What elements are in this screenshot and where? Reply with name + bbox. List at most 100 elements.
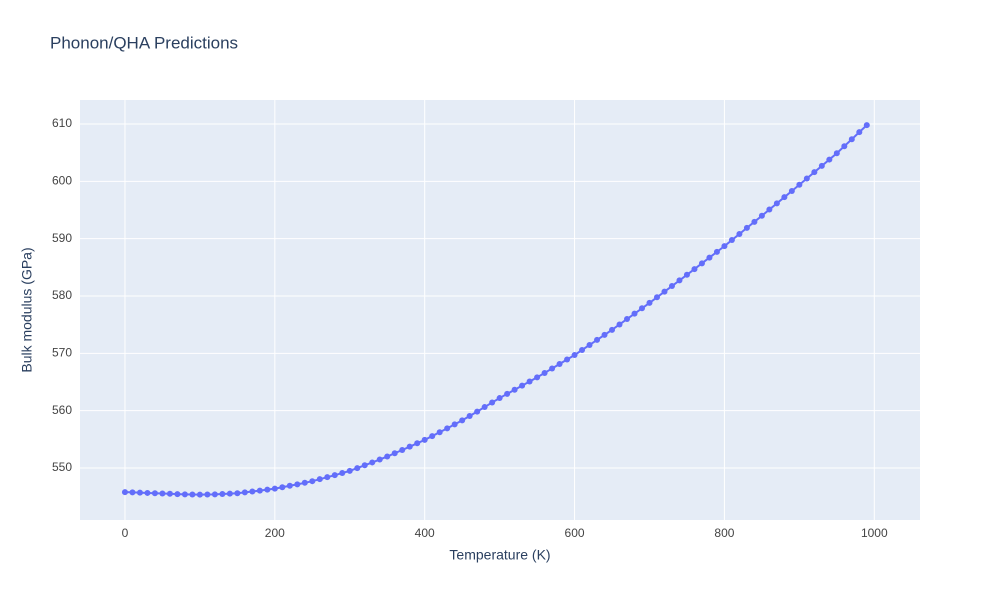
data-point — [534, 374, 541, 381]
data-point — [166, 490, 173, 497]
data-point — [316, 476, 323, 483]
data-point — [384, 453, 391, 460]
data-point — [676, 277, 683, 284]
data-point — [549, 365, 556, 372]
data-point — [661, 288, 668, 295]
y-tick-label: 580 — [52, 288, 72, 302]
y-tick-label: 600 — [52, 174, 72, 188]
data-point — [818, 162, 825, 169]
data-point — [144, 489, 151, 496]
data-point — [489, 399, 496, 406]
data-point — [346, 467, 353, 474]
data-point — [743, 224, 750, 231]
data-point — [638, 305, 645, 312]
data-point — [504, 390, 511, 397]
data-point — [833, 150, 840, 157]
data-point — [601, 331, 608, 338]
y-tick-label: 570 — [52, 346, 72, 360]
data-point — [391, 450, 398, 457]
x-tick-label: 400 — [415, 526, 435, 540]
y-tick-label: 560 — [52, 403, 72, 417]
data-point — [766, 206, 773, 213]
data-point — [421, 436, 428, 443]
data-point — [796, 181, 803, 188]
data-point — [264, 486, 271, 493]
data-point — [324, 474, 331, 481]
data-point — [668, 283, 675, 290]
data-point — [826, 156, 833, 163]
data-point — [129, 489, 136, 496]
data-point — [226, 490, 233, 497]
data-point — [159, 490, 166, 497]
data-point — [631, 310, 638, 317]
data-point — [196, 491, 203, 498]
data-line — [124, 124, 868, 496]
data-point — [271, 485, 278, 492]
data-point — [519, 382, 526, 389]
data-point — [444, 425, 451, 432]
data-point — [594, 336, 601, 343]
data-point — [136, 489, 143, 496]
data-point — [736, 230, 743, 237]
data-point — [376, 456, 383, 463]
data-point — [571, 352, 578, 359]
data-point — [691, 266, 698, 273]
data-point — [526, 378, 533, 385]
data-point — [121, 489, 128, 496]
data-point — [751, 218, 758, 225]
y-tick-label: 610 — [52, 116, 72, 130]
data-point — [863, 122, 870, 129]
x-axis-label: Temperature (K) — [449, 547, 550, 563]
data-point — [773, 200, 780, 207]
data-point — [624, 316, 631, 323]
data-point — [354, 465, 361, 472]
data-point — [781, 194, 788, 201]
data-point — [459, 417, 466, 424]
data-point — [698, 260, 705, 267]
data-point — [586, 341, 593, 348]
data-point — [496, 395, 503, 402]
data-point — [174, 491, 181, 498]
data-point — [856, 129, 863, 136]
data-point — [189, 491, 196, 498]
data-point — [151, 490, 158, 497]
data-point — [286, 482, 293, 489]
data-point — [211, 491, 218, 498]
x-tick-label: 200 — [265, 526, 285, 540]
data-point — [451, 421, 458, 428]
data-point — [256, 487, 263, 494]
data-point — [728, 237, 735, 244]
data-point — [713, 248, 720, 255]
data-point — [309, 478, 316, 485]
data-point — [616, 321, 623, 328]
data-point — [361, 462, 368, 469]
x-tick-label: 600 — [565, 526, 585, 540]
data-point — [294, 481, 301, 488]
data-point — [219, 490, 226, 497]
data-point — [646, 299, 653, 306]
data-point — [609, 326, 616, 333]
data-point — [406, 443, 413, 450]
data-point — [466, 413, 473, 420]
data-point — [181, 491, 188, 498]
data-point — [331, 472, 338, 479]
data-point — [788, 187, 795, 194]
data-point — [241, 489, 248, 496]
data-point — [556, 361, 563, 368]
data-point — [848, 136, 855, 143]
data-point — [841, 143, 848, 150]
x-tick-label: 0 — [122, 526, 129, 540]
data-point — [436, 429, 443, 436]
data-point — [249, 488, 256, 495]
y-axis-label: Bulk modulus (GPa) — [19, 247, 35, 372]
data-point — [234, 490, 241, 497]
data-point — [653, 294, 660, 301]
data-point — [579, 347, 586, 354]
data-point — [429, 433, 436, 440]
data-point — [204, 491, 211, 498]
data-point — [803, 175, 810, 182]
data-point — [369, 459, 376, 466]
data-point — [758, 212, 765, 219]
y-tick-label: 590 — [52, 231, 72, 245]
